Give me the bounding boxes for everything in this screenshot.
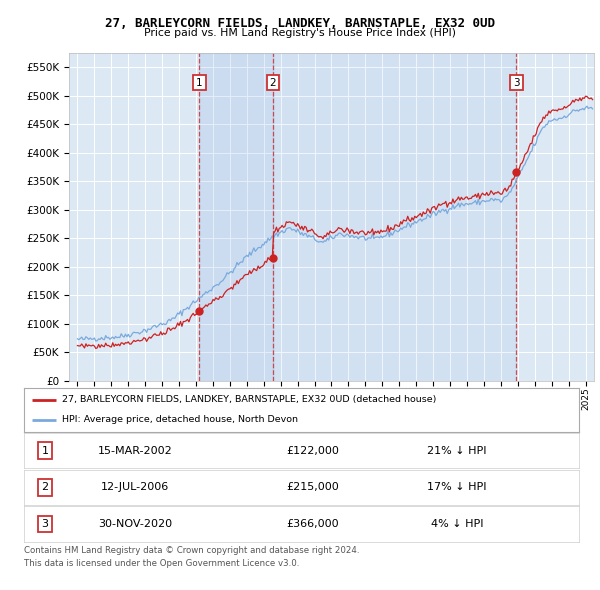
- Text: 30-NOV-2020: 30-NOV-2020: [98, 519, 172, 529]
- Text: 27, BARLEYCORN FIELDS, LANDKEY, BARNSTAPLE, EX32 0UD (detached house): 27, BARLEYCORN FIELDS, LANDKEY, BARNSTAP…: [62, 395, 436, 404]
- Text: 1: 1: [196, 77, 203, 87]
- Text: Price paid vs. HM Land Registry's House Price Index (HPI): Price paid vs. HM Land Registry's House …: [144, 28, 456, 38]
- Text: £215,000: £215,000: [286, 483, 339, 492]
- Text: 15-MAR-2002: 15-MAR-2002: [98, 446, 172, 455]
- Text: 1: 1: [41, 446, 49, 455]
- Text: HPI: Average price, detached house, North Devon: HPI: Average price, detached house, Nort…: [62, 415, 298, 424]
- Text: Contains HM Land Registry data © Crown copyright and database right 2024.: Contains HM Land Registry data © Crown c…: [24, 546, 359, 555]
- Text: 27, BARLEYCORN FIELDS, LANDKEY, BARNSTAPLE, EX32 0UD: 27, BARLEYCORN FIELDS, LANDKEY, BARNSTAP…: [105, 17, 495, 30]
- Text: 4% ↓ HPI: 4% ↓ HPI: [431, 519, 483, 529]
- Text: 17% ↓ HPI: 17% ↓ HPI: [427, 483, 487, 492]
- Text: 21% ↓ HPI: 21% ↓ HPI: [427, 446, 487, 455]
- Text: 3: 3: [41, 519, 49, 529]
- Text: 12-JUL-2006: 12-JUL-2006: [101, 483, 169, 492]
- Text: 3: 3: [513, 77, 520, 87]
- Text: £122,000: £122,000: [286, 446, 339, 455]
- Text: 2: 2: [41, 483, 49, 492]
- Bar: [273, 53, 517, 381]
- Bar: [199, 53, 273, 381]
- Text: £366,000: £366,000: [286, 519, 339, 529]
- Text: This data is licensed under the Open Government Licence v3.0.: This data is licensed under the Open Gov…: [24, 559, 299, 568]
- Text: 2: 2: [269, 77, 276, 87]
